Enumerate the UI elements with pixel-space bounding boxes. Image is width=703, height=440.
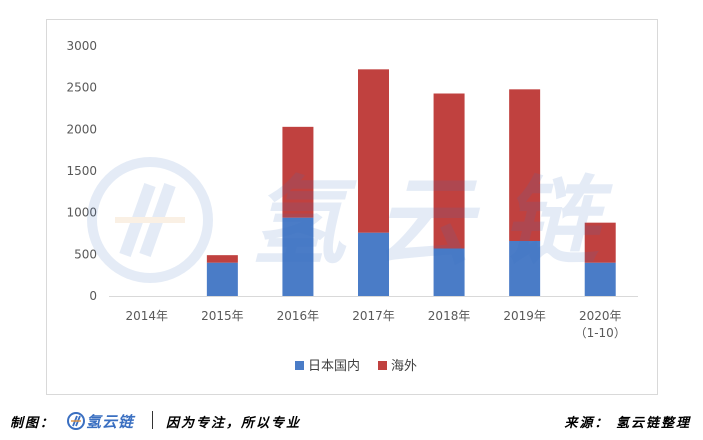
bar-segment [358, 232, 389, 296]
footer-divider [152, 411, 153, 429]
stacked-bar-chart: 0 500 1000 1500 2000 2500 3000 2014年 2015年 2016年 2… [66, 39, 638, 374]
bar-segment [433, 93, 465, 249]
bar-segment [282, 217, 314, 296]
y-tick-label: 2000 [66, 122, 97, 136]
bar-segment [282, 126, 314, 218]
y-tick-label: 500 [74, 247, 97, 261]
legend-swatch [378, 361, 387, 370]
x-tick-label: 2020年（1-10） [575, 309, 626, 340]
bar-segment [509, 89, 541, 241]
x-tick-label: 2014年 [126, 309, 169, 323]
bar-segment [206, 255, 238, 263]
footer: 制图： 氢云链 因为专注，所以专业 来源： 氢云链整理 [0, 402, 703, 440]
footer-source: 来源： 氢云链整理 [564, 416, 691, 431]
bar-segment [509, 241, 541, 296]
y-tick-label: 1500 [66, 164, 97, 178]
footer-logo: 氢云链 [66, 408, 158, 434]
bar-segment [584, 262, 616, 296]
x-tick-label: 2017年 [352, 309, 395, 323]
legend-swatch [295, 361, 304, 370]
y-tick-label: 0 [89, 289, 97, 303]
y-tick-label: 1000 [66, 206, 97, 220]
y-tick-label: 3000 [66, 39, 97, 53]
legend-label: 日本国内 [308, 358, 360, 374]
bar-segment [358, 69, 389, 233]
chart-frame: 0 500 1000 1500 2000 2500 3000 2014年 2015年 2016年 2… [46, 19, 658, 395]
x-tick-label: 2019年 [503, 309, 546, 323]
x-tick-label: 2018年 [428, 309, 471, 323]
bar-segment [584, 222, 616, 263]
footer-credit-label: 制图： [10, 416, 56, 431]
footer-slogan: 因为专注，所以专业 [166, 416, 302, 431]
x-tick-label: 2015年 [201, 309, 244, 323]
bar-segment [433, 248, 465, 296]
logo-icon [67, 412, 85, 430]
legend-label: 海外 [391, 359, 417, 374]
x-tick-label: 2016年 [277, 309, 320, 323]
bar-segment [206, 262, 238, 296]
y-tick-label: 2500 [66, 81, 97, 95]
footer-logo-text: 氢云链 [86, 413, 135, 431]
